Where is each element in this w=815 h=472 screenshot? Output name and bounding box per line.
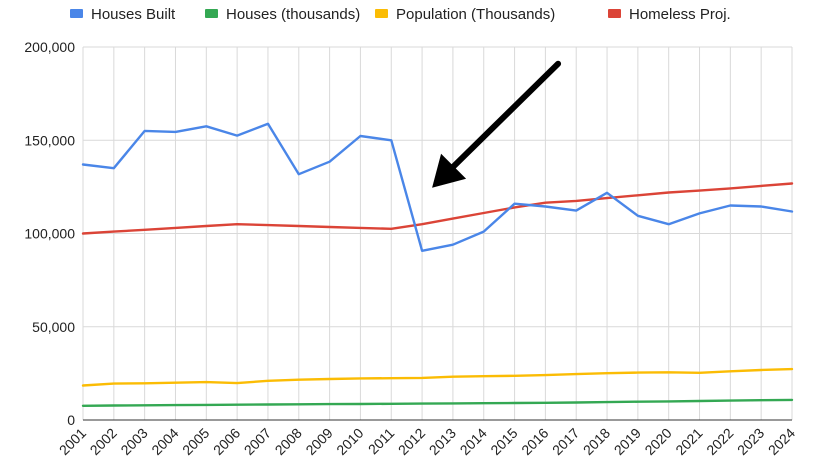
legend-swatch [608,9,621,18]
y-tick-label: 200,000 [24,39,75,55]
x-tick-label: 2006 [210,425,243,458]
legend-item: Homeless Proj. [608,6,731,23]
series-line-houses-thousands [81,398,794,407]
x-tick-label: 2012 [395,425,428,458]
legend-swatch [205,9,218,18]
x-tick-label: 2021 [672,425,705,458]
legend-swatch [70,9,83,18]
x-tick-label: 2010 [333,425,366,458]
x-axis: 2001200220032004200520062007200820092010… [56,425,798,458]
x-tick-label: 2023 [734,425,767,458]
legend-label: Houses Built [91,6,176,23]
x-tick-label: 2009 [302,425,335,458]
x-tick-label: 2016 [518,425,551,458]
legend-swatch [375,9,388,18]
x-tick-label: 2003 [117,425,150,458]
x-tick-label: 2011 [365,425,398,458]
x-tick-label: 2015 [487,425,520,458]
x-tick-label: 2018 [580,425,613,458]
annotation-layer [432,60,562,188]
legend: Houses Built Houses (thousands) Population… [70,6,731,23]
series-line-houses-built [81,122,794,253]
y-tick-label: 150,000 [24,132,75,148]
annotation-arrow-head [432,153,467,188]
x-tick-label: 2017 [549,425,582,458]
x-tick-label: 2019 [611,425,644,458]
x-tick-label: 2013 [426,425,459,458]
legend-item: Houses Built [70,6,176,23]
y-tick-label: 100,000 [24,226,75,242]
x-tick-label: 2014 [457,425,490,458]
y-tick-label: 50,000 [32,319,75,335]
series-line-population-thousands [81,367,794,387]
x-tick-label: 2002 [87,425,120,458]
annotation-arrow-shaft [444,60,562,176]
y-tick-label: 0 [67,412,75,428]
y-axis: 0 50,000 100,000 150,000 200,000 [24,39,75,428]
legend-label: Homeless Proj. [629,6,731,23]
x-tick-label: 2020 [641,425,674,458]
legend-item: Houses (thousands) [205,6,360,23]
series-layer [81,122,794,407]
legend-label: Population (Thousands) [396,6,555,23]
legend-label: Houses (thousands) [226,6,360,23]
x-tick-label: 2004 [148,425,181,458]
x-tick-label: 2022 [703,425,736,458]
x-tick-label: 2001 [56,425,89,458]
x-tick-label: 2007 [241,425,274,458]
grid [82,46,793,421]
x-tick-label: 2008 [272,425,305,458]
x-tick-label: 2005 [179,425,212,458]
series-line-homeless-proj [81,182,794,235]
legend-item: Population (Thousands) [375,6,555,23]
x-tick-label: 2024 [765,425,798,458]
